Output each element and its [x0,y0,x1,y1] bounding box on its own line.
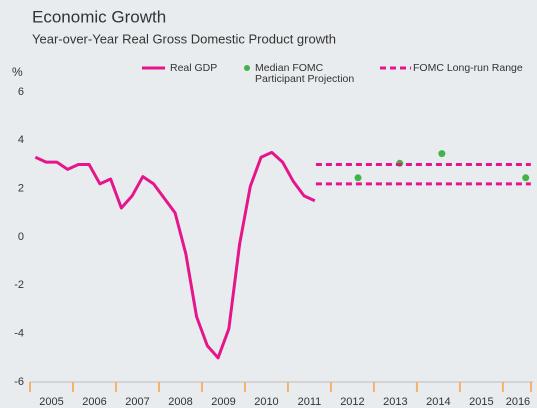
y-tick-label: -2 [14,279,24,291]
x-tick-label: 2007 [125,396,149,408]
x-tick-label: 2008 [168,396,192,408]
point [522,174,530,182]
point [354,174,362,182]
y-tick-label: -6 [14,376,24,388]
x-tick-label: 2006 [82,396,106,408]
y-tick-label: -4 [14,328,24,340]
y-tick-label: 2 [18,183,24,195]
x-tick-label: 2011 [298,396,322,408]
x-tick-label: 2013 [383,396,407,408]
y-tick-label: 4 [18,134,24,146]
y-tick-label: 6 [18,86,24,98]
legend-entry: Real GDP [170,62,218,74]
legend-entry: FOMC Long-run Range [413,62,523,74]
legend-entry: Median FOMC Participant Projection [255,62,355,85]
y-axis-label: % [12,65,23,79]
chart-title: Economic Growth [32,7,166,26]
y-tick-label: 0 [18,231,24,243]
line [34,150,316,360]
x-tick-label: 2015 [469,396,493,408]
x-tick-label: 2014 [426,396,450,408]
x-tick-label: 2010 [254,396,278,408]
x-tick-label: 2012 [340,396,364,408]
x-tick-label: 2005 [39,396,63,408]
point [438,150,446,158]
chart-subtitle: Year-over-Year Real Gross Domestic Produ… [32,31,336,46]
x-tick-label: 2016 [506,396,530,408]
legend-swatch [244,65,250,71]
x-tick-label: 2009 [211,396,235,408]
